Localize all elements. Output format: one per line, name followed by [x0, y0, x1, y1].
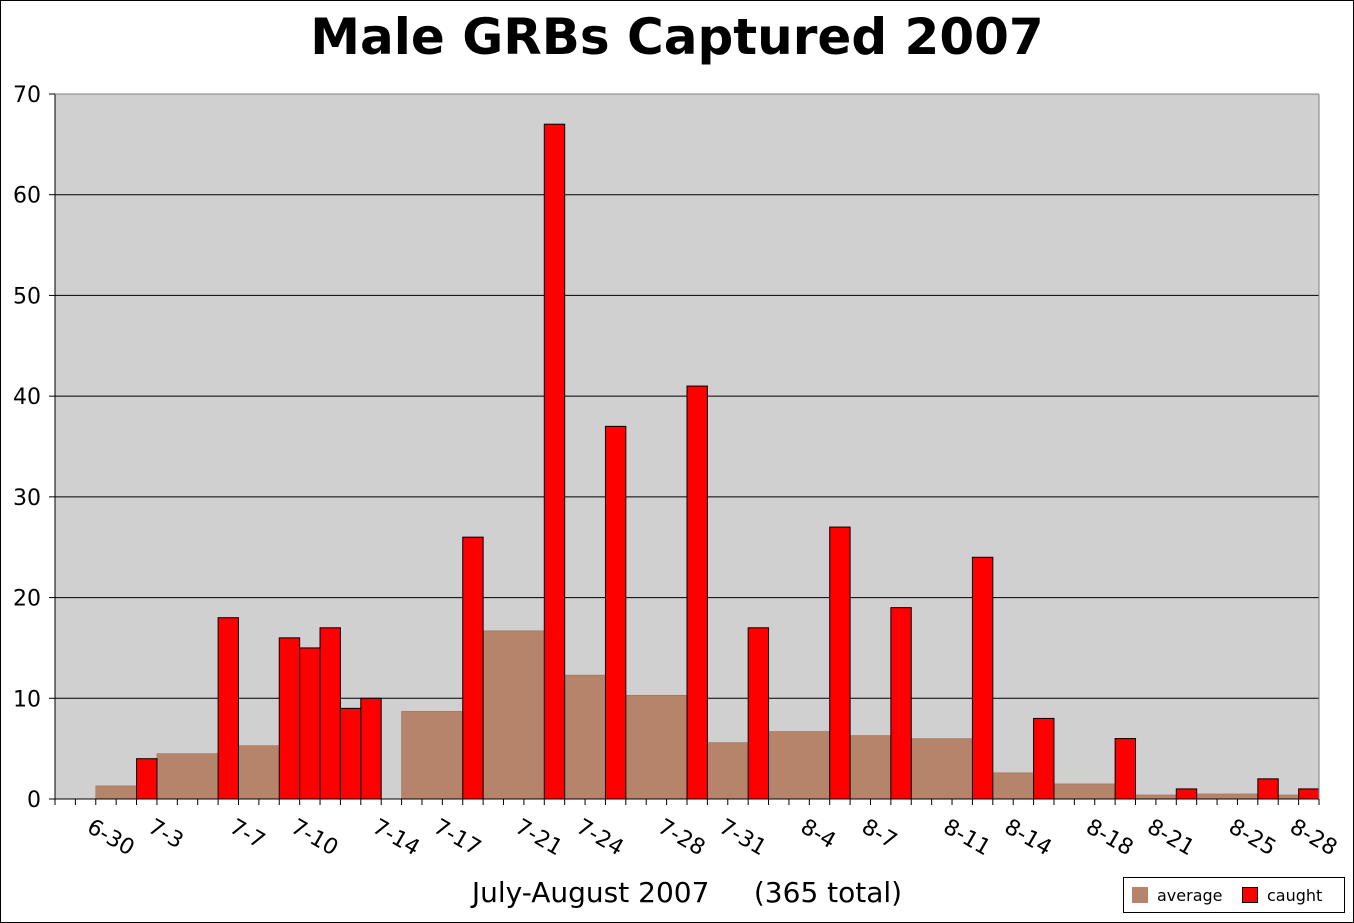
caught-bar: [971, 556, 994, 800]
average-bar: [1053, 783, 1116, 800]
legend-item-average: average: [1132, 878, 1223, 912]
average-bar: [768, 731, 831, 800]
caught-bar: [136, 758, 158, 800]
x-tick-label: 7-10: [286, 815, 342, 862]
average-bar: [625, 694, 688, 800]
y-tick-label: 30: [13, 486, 41, 511]
caught-bar: [1257, 778, 1279, 800]
x-tick-label: 8-11: [939, 815, 995, 862]
average-bar: [849, 735, 892, 800]
x-tick-label: 7-14: [368, 815, 424, 862]
chart-title: Male GRBs Captured 2007: [310, 8, 1044, 66]
average-bar: [95, 785, 137, 800]
x-tick-label: 8-28: [1285, 815, 1341, 862]
average-bar: [238, 745, 280, 800]
x-tick-label: 7-7: [225, 815, 269, 855]
caught-bar: [1298, 788, 1320, 800]
x-tick-label: 7-28: [653, 815, 709, 862]
average-bar: [156, 753, 219, 800]
legend-item-caught: caught: [1242, 878, 1322, 912]
average-bar: [401, 711, 464, 800]
caught-bar: [319, 627, 341, 800]
average-bar: [1277, 794, 1299, 800]
average-bar: [707, 742, 749, 800]
x-tick-label: 7-21: [511, 815, 567, 862]
x-tick-label: 7-17: [429, 815, 485, 862]
legend: average caught: [1123, 877, 1345, 913]
x-tick-label: 8-18: [1082, 815, 1138, 862]
legend-swatch-average: [1132, 887, 1148, 903]
average-bar: [1196, 793, 1259, 800]
caught-bar: [1175, 788, 1198, 800]
x-axis-label: July-August 2007 (365 total): [471, 876, 903, 909]
y-tick-label: 20: [13, 587, 41, 612]
caught-bar: [747, 627, 770, 800]
average-bar: [992, 772, 1034, 800]
x-tick-label: 8-14: [1000, 815, 1056, 862]
x-tick-label: 8-4: [796, 815, 840, 855]
caught-bar: [890, 607, 912, 800]
caught-bar: [278, 637, 301, 800]
x-tick-label: 6-30: [83, 815, 139, 862]
caught-bar: [462, 536, 484, 800]
legend-swatch-caught: [1242, 887, 1258, 903]
caught-bar: [339, 707, 362, 800]
caught-bar: [829, 526, 851, 800]
caught-bar: [217, 617, 239, 800]
x-tick-label: 7-24: [572, 815, 628, 862]
caught-bar: [686, 385, 708, 800]
caught-bar: [1033, 717, 1055, 800]
legend-label-caught: caught: [1267, 885, 1323, 905]
y-tick-label: 60: [13, 184, 41, 209]
average-bar: [910, 738, 973, 800]
average-bar: [1135, 794, 1177, 800]
average-bar: [564, 674, 606, 800]
x-tick-label: 7-3: [144, 815, 188, 855]
y-tick-label: 40: [13, 385, 41, 410]
caught-bar: [299, 647, 321, 800]
caught-bar: [360, 697, 382, 800]
caught-bar: [543, 123, 566, 800]
x-tick-label: 8-25: [1224, 815, 1280, 862]
caught-bar: [604, 425, 627, 800]
legend-label-average: average: [1157, 885, 1223, 905]
average-bar: [482, 630, 545, 800]
x-tick-label: 8-21: [1143, 815, 1199, 862]
y-tick-label: 50: [13, 284, 41, 309]
y-tick-label: 0: [27, 788, 41, 813]
x-tick-label: 7-31: [715, 815, 771, 862]
x-tick-label: 8-7: [857, 815, 901, 855]
y-tick-label: 70: [13, 83, 41, 108]
y-tick-label: 10: [13, 687, 41, 712]
caught-bar: [1114, 738, 1137, 800]
